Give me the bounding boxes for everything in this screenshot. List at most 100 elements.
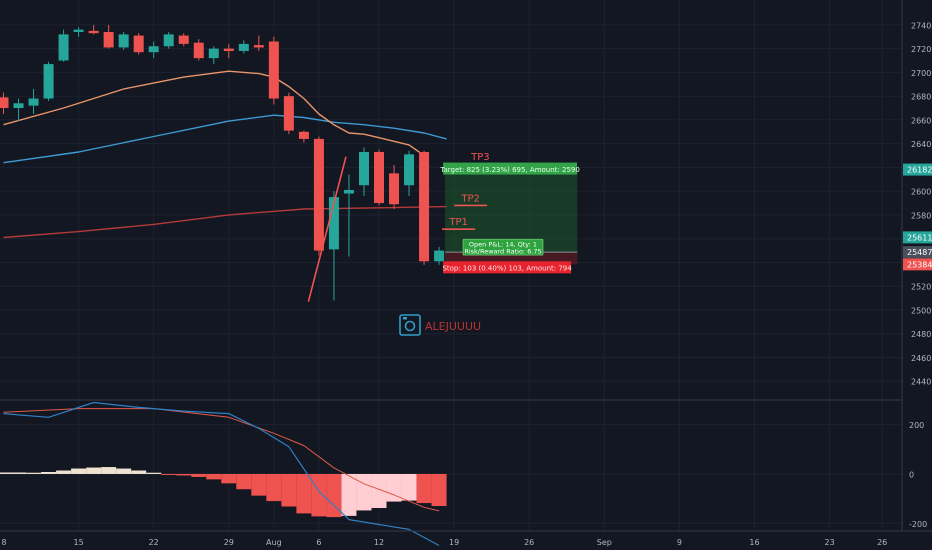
price-tick-label: 26400 [911,140,932,149]
open-pnl-label: Open P&L: 14, Qty: 1 [469,241,537,249]
candle[interactable] [13,98,24,122]
candle-body [434,250,445,262]
camera-flash [403,317,407,320]
time-tick-label: Aug [266,538,282,547]
candle[interactable] [328,191,339,301]
candle[interactable] [283,92,294,135]
candle-body [73,29,84,33]
candle[interactable] [208,46,219,65]
price-tag-label: 25487 [907,248,932,257]
target-zone[interactable] [445,169,578,253]
macd-pane[interactable] [0,401,447,547]
macd-histogram-bar [146,472,162,474]
time-tick-label: 29 [224,538,234,547]
macd-histogram-bar [341,473,357,516]
macd-histogram-bar [401,473,417,501]
time-axis[interactable]: 8 15 22 29 Aug 6 12 19 26 Sep 9 16 23 26 [1,538,887,547]
price-tick-label: 26800 [911,93,932,102]
candle-body [58,34,69,61]
candle[interactable] [268,36,279,105]
macd-axis[interactable]: 200 0 -200 [909,421,927,529]
candle[interactable] [193,39,204,61]
candle[interactable] [133,33,144,55]
candle[interactable] [43,61,54,101]
candle-body [358,151,369,186]
candle-body [178,35,189,44]
time-tick-label: 19 [449,538,459,547]
trend-line[interactable] [307,156,347,302]
macd-histogram-bar [431,473,447,507]
time-tick-label: 6 [316,538,321,547]
candle[interactable] [0,92,9,114]
time-tick-label: 22 [149,538,159,547]
price-tag-label: 26182 [907,166,932,175]
candle[interactable] [253,35,264,52]
candle-body [253,45,264,48]
candle[interactable] [28,89,39,114]
macd-histogram-bar [251,473,267,496]
candle[interactable] [238,40,249,54]
candle[interactable] [404,150,415,196]
price-tick-label: 24800 [911,330,932,339]
candle-body [374,151,384,204]
candle-body [88,30,99,34]
candle[interactable] [374,149,384,206]
open-pnl-box [462,238,544,256]
price-tag-label: 25611 [907,233,932,242]
price-tick-label: 24600 [911,354,932,363]
candle[interactable] [358,147,369,196]
candle[interactable] [163,32,174,49]
take-profit-label: TP1 [448,217,468,228]
price-tick-label: 26600 [911,116,932,125]
price-tick-label: 27000 [911,69,932,78]
candle[interactable] [343,174,354,257]
candle-body [118,34,129,48]
price-tag [903,231,932,244]
candle[interactable] [389,165,400,209]
time-tick-label: 15 [74,538,84,547]
macd-histogram-bar [56,470,72,474]
candle-body [389,173,400,205]
macd-histogram-bar [71,468,87,474]
price-tag-label: 25384 [907,260,932,269]
time-tick-label: 12 [374,538,384,547]
candle[interactable] [103,24,114,49]
ema-fast-line [3,70,425,157]
candle-body [298,131,309,139]
macd-histogram-bar [11,472,27,474]
macd-signal-line [3,408,440,512]
candle[interactable] [73,27,84,37]
candle-body [43,64,54,99]
macd-histogram-bar [386,473,402,502]
time-tick-label: Sep [597,538,612,547]
macd-histogram-bar [41,471,57,474]
watermark: ALEJUUUU [399,314,481,336]
macd-histogram-bar [206,473,222,480]
candle[interactable] [118,32,129,50]
candle-body [148,46,159,53]
candle[interactable] [434,247,445,265]
macd-histogram-bar [101,467,117,474]
macd-histogram-bar [296,473,312,514]
macd-histogram-bar [191,473,207,477]
macd-histogram-bar [176,473,192,476]
candle-body [328,197,339,250]
candle-body [343,189,354,194]
candle[interactable] [178,33,189,47]
candle[interactable] [313,136,324,256]
candle[interactable] [58,29,69,62]
macd-tick-label: -200 [909,520,927,529]
candle[interactable] [223,43,234,59]
candle[interactable] [148,41,159,59]
candle-body [13,103,24,109]
price-tick-label: 27400 [911,21,932,30]
candle[interactable] [298,130,309,143]
price-pane[interactable]: TP1 TP2 TP3 Target: 825 (3.23%) 695, Amount… [0,24,580,302]
macd-histogram-bar [311,473,327,517]
time-tick-label: 9 [677,538,682,547]
candle[interactable] [419,150,430,265]
candle[interactable] [88,24,99,35]
candle-body [133,35,144,53]
price-axis[interactable]: 2440024600248002500025200254002560025800… [903,21,932,387]
